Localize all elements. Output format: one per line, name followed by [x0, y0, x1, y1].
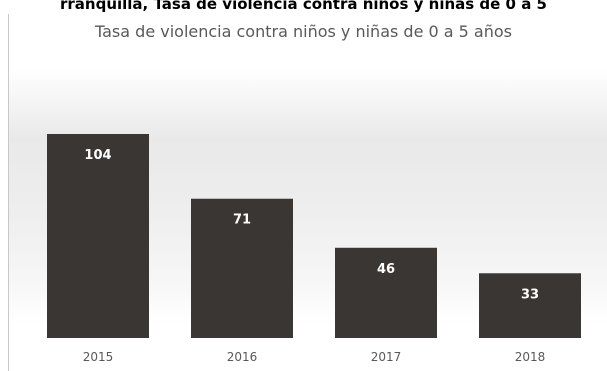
chart-title: Tasa de violencia contra niños y niñas d… — [95, 22, 512, 41]
x-tick-label-2017: 2017 — [371, 350, 402, 364]
bar-2018 — [479, 273, 581, 338]
data-label-2018: 33 — [521, 287, 539, 302]
bar-series — [47, 134, 581, 338]
bar-2016 — [191, 198, 293, 338]
data-label-group: 104 71 46 33 — [84, 148, 539, 302]
data-label-2017: 46 — [377, 262, 395, 277]
x-tick-label-2016: 2016 — [227, 350, 258, 364]
bar-2017 — [335, 247, 437, 338]
x-tick-label-2015: 2015 — [83, 350, 114, 364]
data-label-2016: 71 — [233, 213, 251, 228]
cropped-header-title: rranquilla, Tasa de violencia contra niñ… — [60, 0, 547, 13]
x-tick-label-group: 2015 2016 2017 2018 — [83, 350, 546, 364]
x-tick-label-2018: 2018 — [515, 350, 546, 364]
bar-2015 — [47, 134, 149, 338]
data-label-2015: 104 — [84, 148, 111, 163]
